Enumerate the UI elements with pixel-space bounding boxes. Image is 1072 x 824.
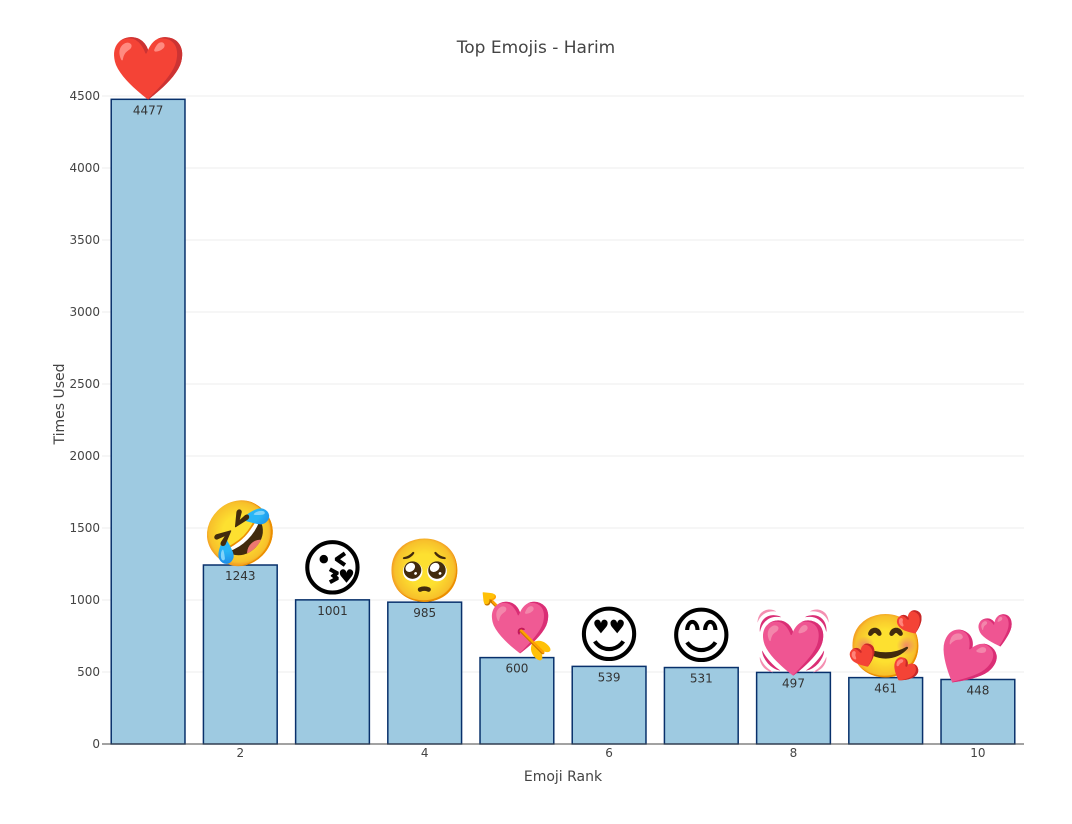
bar-value-label: 539	[598, 670, 621, 684]
bar-rank-4	[387, 601, 463, 745]
emoji-marker-rank-5: 💘	[478, 590, 555, 663]
emoji-marker-rank-7: 😊	[669, 600, 734, 673]
x-tick-label: 2	[236, 746, 244, 760]
chart-title: Top Emojis - Harim	[456, 38, 616, 58]
emoji-marker-rank-4: 🥺	[386, 534, 463, 607]
x-axis-title: Emoji Rank	[524, 769, 603, 785]
x-tick-label: 8	[790, 746, 798, 760]
bar-value-label: 497	[782, 676, 805, 690]
y-tick-label: 500	[77, 665, 100, 679]
y-tick-label: 3000	[69, 305, 100, 319]
x-tick-label: 4	[421, 746, 429, 760]
x-axis-ticks: 2 4 6 8 10	[236, 746, 985, 760]
emoji-markers: ❤️ 🤣 😘 🥺💘 😍 😊 💓 🥰 💕	[109, 31, 1016, 684]
bars	[110, 98, 1016, 745]
emoji-marker-rank-9: 🥰	[847, 609, 924, 683]
emoji-marker-rank-1: ❤️	[109, 31, 187, 104]
bar-rank-1	[110, 98, 186, 745]
bar-value-label: 600	[505, 662, 528, 676]
y-tick-label: 0	[92, 737, 100, 751]
y-tick-label: 4000	[69, 161, 100, 175]
y-axis-ticks: 0 500 1000 1500 2000 2500 3000 3500 4000 4500	[69, 89, 100, 751]
y-tick-label: 4500	[69, 89, 100, 103]
emoji-marker-rank-10: 💕	[939, 611, 1016, 684]
bar-rank-2	[202, 564, 278, 745]
bar-rank-9	[848, 676, 924, 745]
bar-rank-7	[663, 666, 739, 745]
bar-rank-3	[294, 599, 371, 745]
bar-value-label: 1001	[317, 604, 348, 618]
y-tick-label: 1000	[69, 593, 100, 607]
y-tick-label: 3500	[69, 233, 100, 247]
y-axis-title: Times Used	[52, 363, 68, 445]
y-tick-label: 2000	[69, 449, 100, 463]
bar-value-label: 4477	[133, 103, 164, 117]
emoji-marker-rank-6: 😍	[577, 598, 642, 671]
bar-rank-8	[755, 671, 832, 745]
bar-value-label: 1243	[225, 569, 256, 583]
bar-value-label: 461	[874, 682, 897, 696]
bar-value-label: 985	[413, 606, 436, 620]
emoji-marker-rank-3: 😘	[300, 532, 365, 605]
bar-rank-6	[571, 665, 647, 745]
x-tick-label: 10	[970, 746, 985, 760]
bar-value-label: 448	[966, 683, 989, 697]
y-tick-label: 1500	[69, 521, 100, 535]
emoji-marker-rank-8: 💓	[755, 604, 832, 677]
x-tick-label: 6	[605, 746, 613, 760]
emoji-marker-rank-2: 🤣	[200, 497, 279, 573]
bar-value-label: 531	[690, 672, 713, 686]
bar-value-labels: 4477 1243 1001 985 600 539 531 497 461 448	[133, 103, 990, 697]
y-tick-label: 2500	[69, 377, 100, 391]
